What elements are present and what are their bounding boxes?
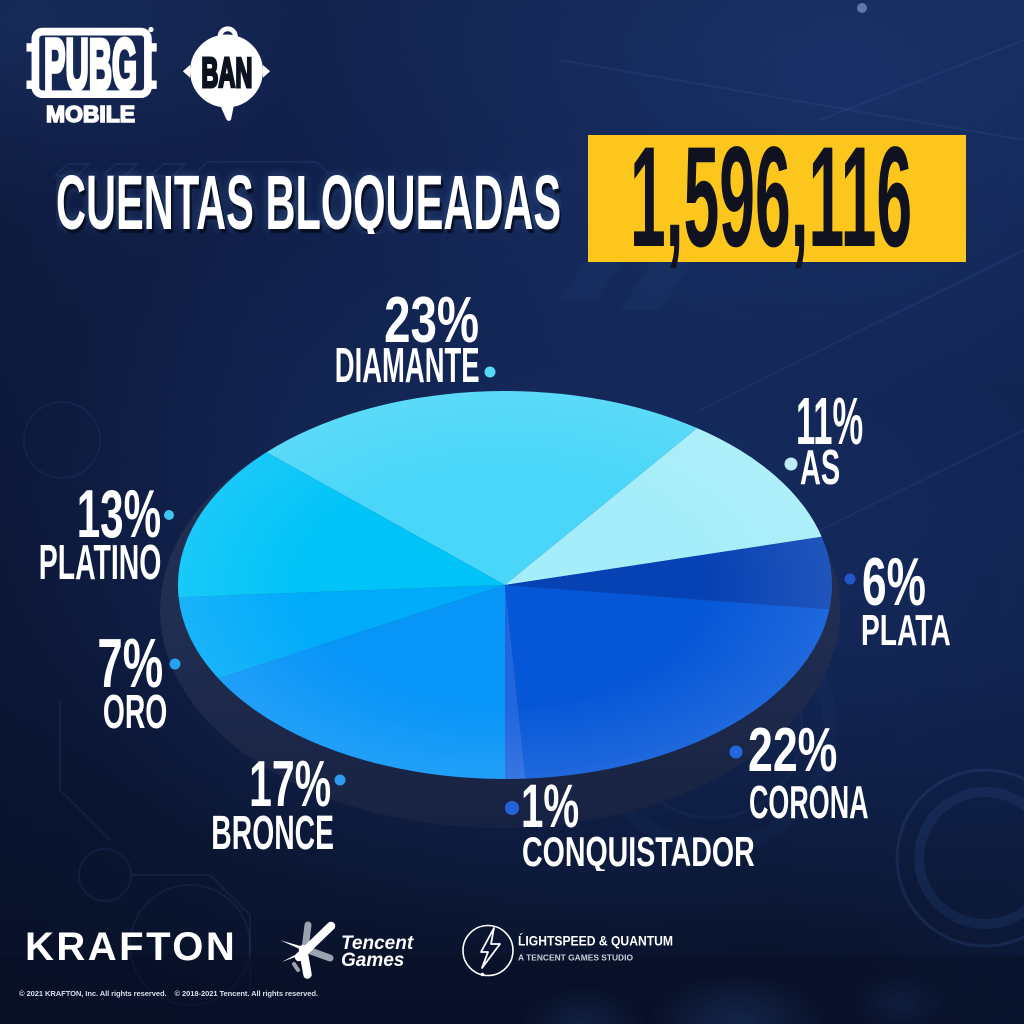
svg-text:BAN: BAN — [201, 49, 252, 96]
svg-text:Games: Games — [341, 950, 404, 971]
svg-text:A TENCENT GAMES STUDIO: A TENCENT GAMES STUDIO — [518, 953, 633, 963]
svg-text:ĹIGHTSPEED & QUANTUM: ĹIGHTSPEED & QUANTUM — [518, 934, 673, 949]
svg-text:PUBG: PUBG — [44, 26, 137, 105]
svg-text:MOBILE: MOBILE — [46, 101, 135, 127]
svg-text:Tencent: Tencent — [341, 933, 414, 954]
